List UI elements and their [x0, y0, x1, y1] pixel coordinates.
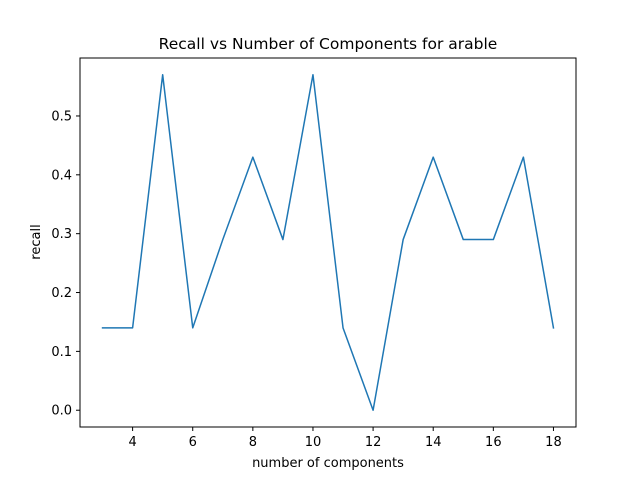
x-tick-label: 6 [189, 435, 197, 450]
y-tick-label: 0.3 [51, 227, 72, 242]
y-tick-label: 0.5 [51, 109, 72, 124]
plot-frame [79, 57, 577, 428]
x-tick-label: 18 [545, 435, 562, 450]
y-tick-label: 0.2 [51, 286, 72, 301]
x-tick-label: 14 [425, 435, 442, 450]
x-tick-label: 12 [365, 435, 382, 450]
y-tick-label: 0.0 [51, 404, 72, 419]
x-tick-label: 10 [305, 435, 322, 450]
x-tick-label: 8 [249, 435, 257, 450]
x-tick-label: 4 [128, 435, 136, 450]
tick-group: 4 6 8 10 12 14 16 18 0.0 0.1 0.2 0.3 0.4 0.5 [51, 109, 561, 450]
x-tick-label: 16 [485, 435, 502, 450]
y-tick-label: 0.1 [51, 345, 72, 360]
series-line [101, 74, 555, 411]
y-axis-title: recall [29, 224, 44, 259]
chart-title: Recall vs Number of Components for arabl… [159, 35, 498, 53]
x-axis-title: number of components [252, 456, 404, 471]
plot-area: 4 6 8 10 12 14 16 18 0.0 0.1 0.2 0.3 0.4 0.5 [51, 57, 577, 450]
y-tick-label: 0.4 [51, 168, 72, 183]
